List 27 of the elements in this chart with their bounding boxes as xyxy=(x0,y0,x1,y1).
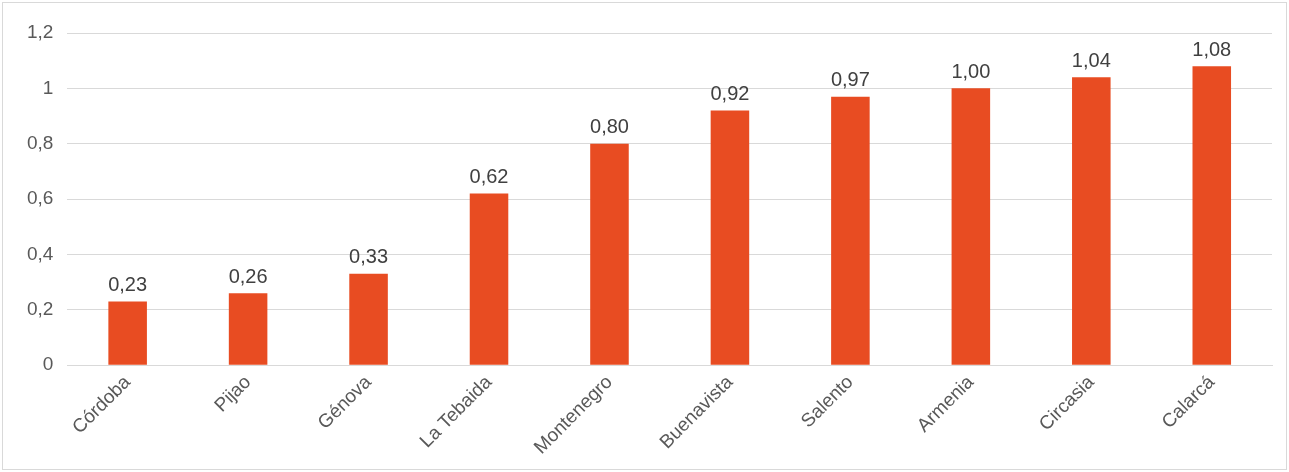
bar xyxy=(590,143,629,365)
y-tick-label: 1,2 xyxy=(26,21,54,43)
data-label: 1,00 xyxy=(951,59,991,82)
y-tick-label: 0,4 xyxy=(26,242,54,264)
bar xyxy=(469,193,509,365)
data-label: 1,04 xyxy=(1071,48,1111,71)
data-label: 1,08 xyxy=(1192,37,1232,60)
bar xyxy=(1192,66,1232,365)
data-label: 0,62 xyxy=(469,165,509,188)
y-tick-label: 0,8 xyxy=(26,131,54,153)
y-tick-label: 0,6 xyxy=(26,187,54,209)
data-label: 0,97 xyxy=(830,68,870,91)
y-tick-label: 1 xyxy=(42,76,54,98)
bar xyxy=(951,88,991,365)
data-label: 0,26 xyxy=(228,264,268,287)
bar xyxy=(349,273,388,365)
bar xyxy=(831,96,870,365)
data-label: 0,33 xyxy=(349,245,389,268)
data-label: 0,80 xyxy=(590,115,629,138)
bar xyxy=(228,293,268,365)
data-label: 0,92 xyxy=(710,82,750,105)
y-tick-label: 0 xyxy=(42,353,54,375)
bar xyxy=(108,301,147,365)
data-label: 0,23 xyxy=(108,273,148,296)
bar xyxy=(710,110,750,365)
y-tick-label: 0,2 xyxy=(26,298,54,320)
bar xyxy=(1072,77,1111,365)
